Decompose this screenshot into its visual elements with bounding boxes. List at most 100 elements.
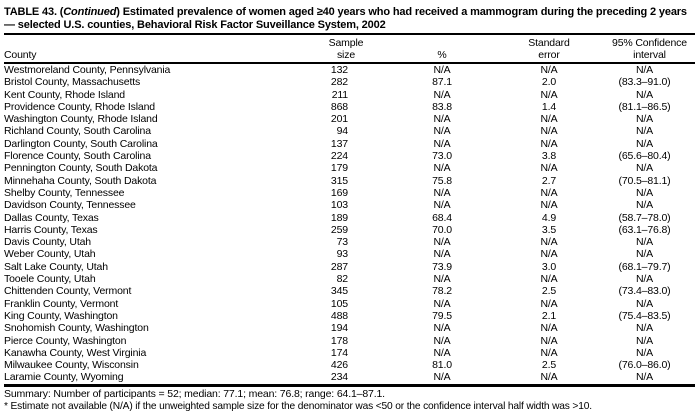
table-row: Harris County, Texas 259 70.0 3.5 (63.1–76.8… (4, 224, 695, 236)
percent-cell: N/A (433, 162, 451, 175)
confidence-interval-cell: N/A (635, 273, 654, 286)
standard-error-cell: 2.7 (541, 174, 557, 187)
table-row: Bristol County, Massachusetts 282 87.1 2.0 (… (4, 76, 695, 88)
confidence-interval-cell: (73.4–83.0) (618, 285, 671, 298)
table-row: Chittenden County, Vermont 345 78.2 2.5 (73.… (4, 285, 695, 297)
percent-cell: N/A (433, 64, 451, 76)
county-cell: Richland County, South Carolina (4, 125, 151, 138)
column-header-percent: % (390, 35, 494, 64)
standard-error-cell: N/A (540, 297, 558, 310)
sample-size-cell: 234 (330, 371, 348, 384)
percent-cell: N/A (433, 88, 451, 101)
sample-size-cell: 174 (330, 346, 348, 359)
county-cell: Harris County, Texas (4, 223, 98, 236)
standard-error-cell: N/A (540, 334, 558, 347)
sample-size-cell: 105 (330, 297, 348, 310)
standard-error-cell: N/A (540, 273, 558, 286)
standard-error-cell: N/A (540, 199, 558, 212)
standard-error-cell: N/A (540, 236, 558, 249)
title-continued-italic: Continued (63, 6, 117, 18)
sample-size-cell: 169 (330, 186, 348, 199)
table-row: Franklin County, Vermont 105 N/A N/A N/A (4, 298, 695, 310)
table-row: Kanawha County, West Virginia 174 N/A N/A N/… (4, 347, 695, 359)
standard-error-cell: 1.4 (541, 100, 557, 113)
footnote-line: * Estimate not available (N/A) if the un… (4, 400, 592, 412)
percent-cell: N/A (433, 297, 451, 310)
county-cell: Pennington County, South Dakota (4, 162, 158, 175)
standard-error-cell: N/A (540, 88, 558, 101)
confidence-interval-cell: N/A (635, 125, 654, 138)
sample-size-cell: 93 (336, 248, 349, 261)
county-cell: Davidson County, Tennessee (4, 199, 136, 212)
table-row: Providence County, Rhode Island 868 83.8 1.… (4, 101, 695, 113)
sample-size-cell: 137 (330, 137, 348, 150)
confidence-interval-cell: (58.7–78.0) (618, 211, 671, 224)
table-row: Washington County, Rhode Island 201 N/A N/A… (4, 113, 695, 125)
confidence-interval-cell: N/A (635, 137, 654, 150)
title-rest: ) Estimated prevalence of women aged ≥40… (4, 6, 687, 31)
sample-size-cell: 287 (330, 260, 348, 273)
county-cell: Washington County, Rhode Island (4, 113, 158, 126)
sample-size-cell: 426 (330, 359, 348, 372)
confidence-interval-cell: (76.0–86.0) (618, 359, 671, 372)
sample-size-cell: 179 (330, 162, 348, 175)
table-row: Minnehaha County, South Dakota 315 75.8 2.7… (4, 175, 695, 187)
sample-size-cell: 103 (330, 199, 348, 212)
county-cell: Milwaukee County, Wisconsin (4, 359, 139, 372)
sample-size-cell: 189 (330, 211, 348, 224)
sample-size-cell: 201 (330, 113, 348, 126)
table-row: Salt Lake County, Utah 287 73.9 3.0 (68.1–79… (4, 261, 695, 273)
confidence-interval-cell: N/A (635, 334, 654, 347)
percent-cell: N/A (433, 236, 451, 249)
percent-cell: 75.8 (432, 174, 452, 187)
percent-cell: N/A (433, 273, 451, 286)
table-body: Westmoreland County, Pennsylvania 132 N/A N… (4, 63, 695, 385)
percent-cell: N/A (433, 248, 451, 261)
county-cell: Tooele County, Utah (4, 273, 96, 286)
table-header: County Sample size % Standard error 95% … (4, 35, 695, 64)
confidence-interval-cell: N/A (635, 162, 654, 175)
summary-line: Summary: Number of participants = 52; me… (4, 387, 385, 400)
standard-error-cell: N/A (540, 113, 558, 126)
county-cell: Providence County, Rhode Island (4, 100, 155, 113)
standard-error-cell: 2.5 (541, 285, 557, 298)
sample-size-cell: 194 (330, 322, 348, 335)
confidence-interval-cell: N/A (635, 199, 654, 212)
percent-cell: N/A (433, 322, 451, 335)
confidence-interval-cell: N/A (635, 64, 654, 76)
county-cell: Bristol County, Massachusetts (4, 76, 141, 89)
confidence-interval-cell: N/A (635, 322, 654, 335)
percent-cell: 81.0 (432, 359, 452, 372)
percent-cell: 73.9 (432, 260, 452, 273)
standard-error-cell: N/A (540, 248, 558, 261)
percent-cell: N/A (433, 334, 451, 347)
table-row: King County, Washington 488 79.5 2.1 (75.4–8… (4, 310, 695, 322)
table-row: Pennington County, South Dakota 179 N/A N/A… (4, 162, 695, 174)
percent-cell: N/A (433, 346, 451, 359)
county-cell: Florence County, South Carolina (4, 150, 151, 163)
percent-cell: N/A (433, 113, 451, 126)
county-cell: Darlington County, South Carolina (4, 137, 158, 150)
county-cell: King County, Washington (4, 309, 118, 322)
county-cell: Davis County, Utah (4, 236, 91, 249)
standard-error-cell: N/A (540, 186, 558, 199)
table-row: Westmoreland County, Pennsylvania 132 N/A N… (4, 63, 695, 76)
standard-error-cell: N/A (540, 162, 558, 175)
county-cell: Laramie County, Wyoming (4, 371, 124, 384)
table-row: Pierce County, Washington 178 N/A N/A N/A (4, 335, 695, 347)
sample-size-cell: 282 (330, 76, 348, 89)
standard-error-cell: 4.9 (541, 211, 557, 224)
confidence-interval-cell: (70.5–81.1) (618, 174, 671, 187)
standard-error-cell: N/A (540, 322, 558, 335)
column-header-confidence-interval: 95% Confidence interval (604, 35, 695, 64)
county-cell: Dallas County, Texas (4, 211, 99, 224)
table-row: Florence County, South Carolina 224 73.0 3.… (4, 150, 695, 162)
percent-cell: 73.0 (432, 150, 452, 163)
county-cell: Shelby County, Tennessee (4, 186, 125, 199)
percent-cell: 79.5 (432, 309, 452, 322)
mammogram-prevalence-table: County Sample size % Standard error 95% … (4, 35, 695, 387)
table-title: TABLE 43. (Continued) Estimated prevalen… (4, 6, 695, 36)
county-cell: Franklin County, Vermont (4, 297, 119, 310)
county-cell: Weber County, Utah (4, 248, 96, 261)
